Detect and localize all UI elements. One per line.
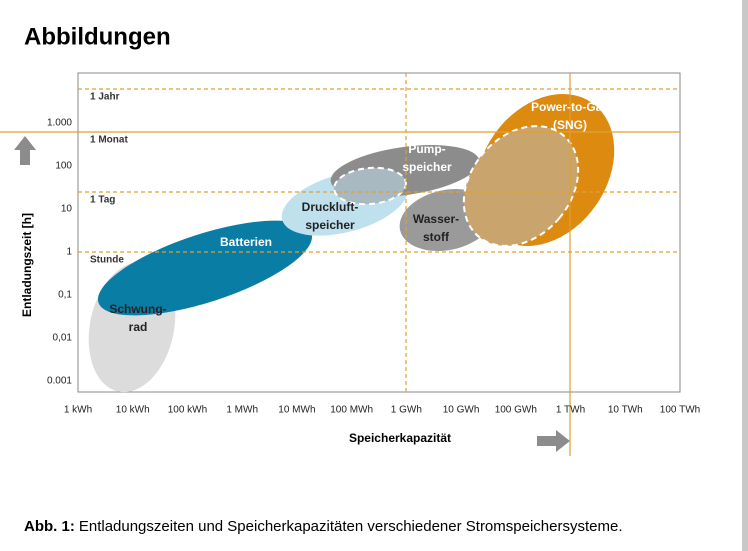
caption: Abb. 1: Entladungszeiten und Speicherkapa… <box>24 518 622 535</box>
y-tick-label: 0,1 <box>58 290 72 301</box>
y-tick-label: 1 <box>66 247 72 258</box>
reference-label: 1 Monat <box>90 135 128 146</box>
region-shape <box>462 125 580 247</box>
y-tick-label: 10 <box>61 204 73 215</box>
x-tick-label: 1 TWh <box>556 405 585 416</box>
y-axis-label: Entladungszeit [h] <box>20 213 34 317</box>
region-label: stoff <box>423 230 450 244</box>
caption-label: Abb. 1: <box>24 518 75 535</box>
arrow-up <box>14 136 36 165</box>
y-tick-label: 0.001 <box>47 376 72 387</box>
reference-label: 1 Jahr <box>90 92 120 103</box>
reference-label: Stunde <box>90 255 124 266</box>
region-label: Druckluft- <box>302 200 359 214</box>
caption-text: Entladungszeiten und Speicherkapazitäten… <box>79 518 623 535</box>
y-tick-label: 0,01 <box>53 333 73 344</box>
region-label: Pump- <box>408 142 445 156</box>
figure: 1 Jahr 1 Monat 1 Tag Stunde 1 kWh 10 kWh 100 k… <box>0 72 700 456</box>
x-tick-label: 10 MWh <box>278 405 315 416</box>
x-tick-label: 100 kWh <box>168 405 207 416</box>
x-axis-label: Speicherkapazität <box>349 431 451 445</box>
x-tick-label: 10 TWh <box>608 405 643 416</box>
region-label: Wasser- <box>413 212 459 226</box>
arrow-right <box>537 430 570 452</box>
region-label: Schwung- <box>109 302 166 316</box>
page-edge <box>742 0 748 551</box>
region-label: rad <box>129 320 148 334</box>
reference-label: 1 Tag <box>90 195 115 206</box>
heading: Abbildungen <box>24 23 171 50</box>
region-shape <box>333 166 407 206</box>
region-label: speicher <box>402 160 452 174</box>
x-tick-label: 10 GWh <box>443 405 480 416</box>
y-tick-label: 1.000 <box>47 118 72 129</box>
x-tick-label: 100 GWh <box>495 405 537 416</box>
region-label: (SNG) <box>553 118 587 132</box>
region-label: Power-to-Gas <box>531 100 609 114</box>
x-tick-label: 1 GWh <box>391 405 422 416</box>
y-tick-label: 100 <box>55 161 72 172</box>
region-label: Batterien <box>220 235 272 249</box>
x-tick-label: 100 MWh <box>330 405 373 416</box>
x-tick-label: 100 TWh <box>660 405 700 416</box>
region-shape <box>97 220 313 316</box>
plot-frame <box>77 72 681 393</box>
x-tick-label: 10 kWh <box>116 405 150 416</box>
x-tick-label: 1 kWh <box>64 405 92 416</box>
region-label: speicher <box>305 218 355 232</box>
x-tick-label: 1 MWh <box>226 405 258 416</box>
